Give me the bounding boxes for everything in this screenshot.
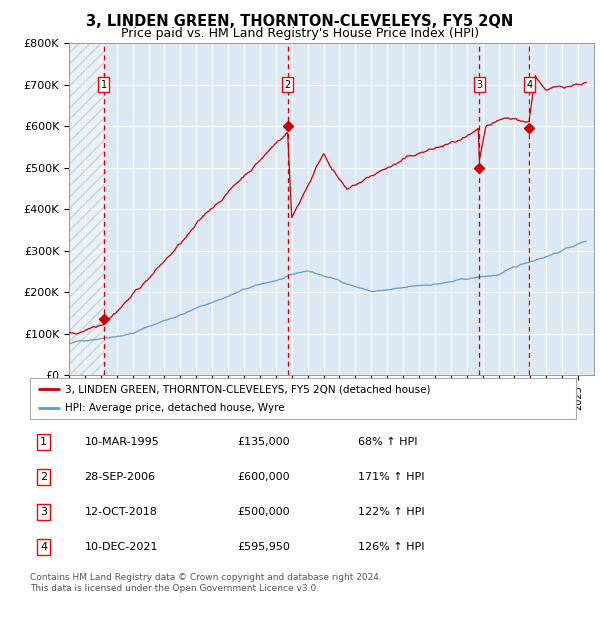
Text: 12-OCT-2018: 12-OCT-2018 (85, 507, 157, 517)
Text: 2: 2 (40, 472, 47, 482)
Text: 3: 3 (476, 80, 482, 90)
Text: Contains HM Land Registry data © Crown copyright and database right 2024.
This d: Contains HM Land Registry data © Crown c… (30, 574, 382, 593)
Text: 1: 1 (40, 437, 47, 447)
Text: Price paid vs. HM Land Registry's House Price Index (HPI): Price paid vs. HM Land Registry's House … (121, 27, 479, 40)
Text: £600,000: £600,000 (238, 472, 290, 482)
Text: HPI: Average price, detached house, Wyre: HPI: Average price, detached house, Wyre (65, 402, 285, 413)
Text: 122% ↑ HPI: 122% ↑ HPI (358, 507, 424, 517)
Text: 4: 4 (40, 542, 47, 552)
Text: 2: 2 (284, 80, 291, 90)
Text: 3, LINDEN GREEN, THORNTON-CLEVELEYS, FY5 2QN: 3, LINDEN GREEN, THORNTON-CLEVELEYS, FY5… (86, 14, 514, 29)
Text: 1: 1 (101, 80, 107, 90)
Text: £595,950: £595,950 (238, 542, 290, 552)
Text: 126% ↑ HPI: 126% ↑ HPI (358, 542, 424, 552)
Text: £135,000: £135,000 (238, 437, 290, 447)
Text: 10-MAR-1995: 10-MAR-1995 (85, 437, 160, 447)
Text: 3, LINDEN GREEN, THORNTON-CLEVELEYS, FY5 2QN (detached house): 3, LINDEN GREEN, THORNTON-CLEVELEYS, FY5… (65, 384, 431, 394)
Bar (69, 43, 104, 375)
Text: 10-DEC-2021: 10-DEC-2021 (85, 542, 158, 552)
Text: 4: 4 (526, 80, 532, 90)
Text: 28-SEP-2006: 28-SEP-2006 (85, 472, 155, 482)
Text: £500,000: £500,000 (238, 507, 290, 517)
Bar (69, 43, 104, 375)
Text: 68% ↑ HPI: 68% ↑ HPI (358, 437, 417, 447)
Text: 3: 3 (40, 507, 47, 517)
Text: 171% ↑ HPI: 171% ↑ HPI (358, 472, 424, 482)
